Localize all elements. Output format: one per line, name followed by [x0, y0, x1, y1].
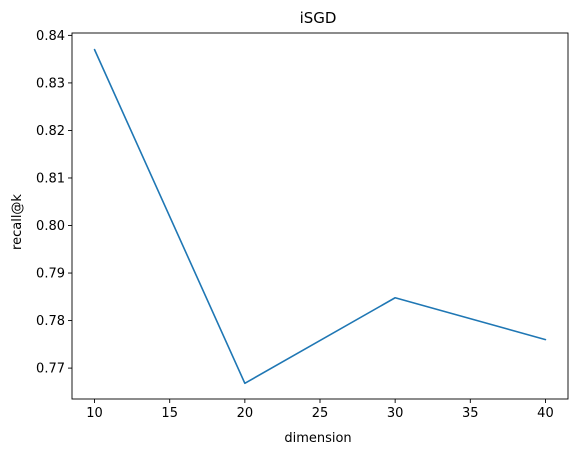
y-tick-label: 0.84 — [36, 29, 65, 44]
y-tick-label: 0.83 — [36, 76, 65, 91]
y-tick-label: 0.78 — [36, 314, 65, 329]
x-tick-label: 25 — [312, 406, 329, 421]
x-tick-label: 35 — [462, 406, 479, 421]
series-line — [93, 48, 547, 385]
y-tick-label: 0.82 — [36, 124, 65, 139]
chart-title: iSGD — [300, 9, 337, 27]
y-tick-label: 0.81 — [36, 171, 65, 186]
x-tick-label: 40 — [537, 406, 554, 421]
x-tick-label: 30 — [387, 406, 404, 421]
y-axis-label: recall@k — [10, 194, 25, 250]
x-axis-label: dimension — [284, 431, 351, 446]
x-tick-label: 15 — [161, 406, 178, 421]
x-tick-label: 10 — [86, 406, 103, 421]
x-tick-label: 20 — [237, 406, 254, 421]
y-tick-label: 0.80 — [36, 219, 65, 234]
x-axis: 10 15 20 25 30 35 40 — [86, 399, 554, 421]
y-axis: 0.77 0.78 0.79 0.80 0.81 0.82 0.83 0.84 — [36, 29, 72, 377]
y-tick-label: 0.77 — [36, 362, 65, 377]
y-tick-label: 0.79 — [36, 267, 65, 282]
